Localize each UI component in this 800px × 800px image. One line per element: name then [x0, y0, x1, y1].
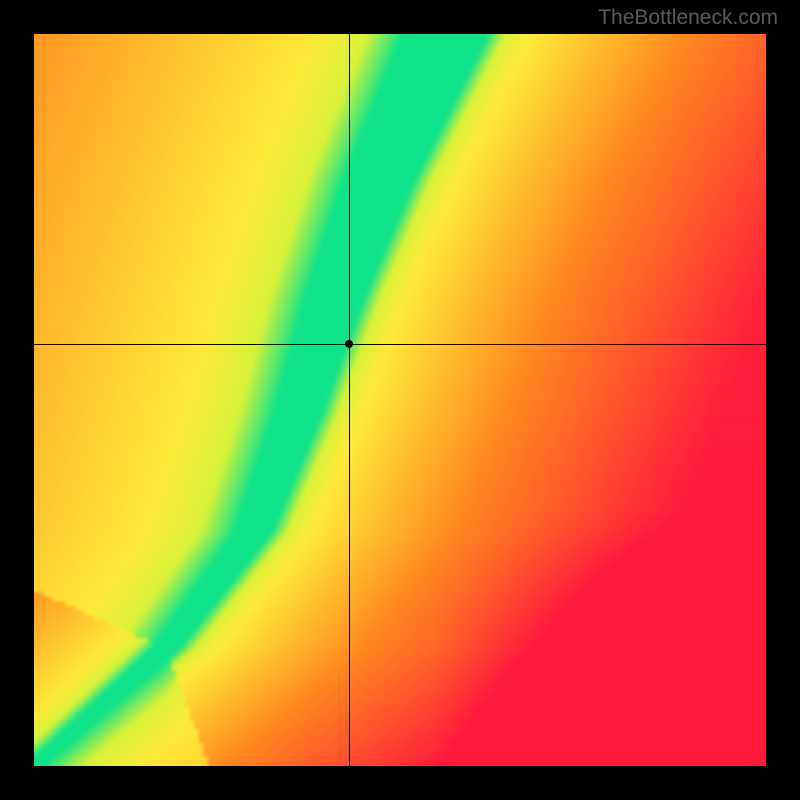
crosshair-horizontal: [34, 344, 766, 345]
crosshair-vertical: [349, 34, 350, 766]
heatmap-canvas: [34, 34, 766, 766]
watermark-text: TheBottleneck.com: [598, 6, 778, 30]
crosshair-dot: [345, 340, 353, 348]
plot-area: [34, 34, 766, 766]
